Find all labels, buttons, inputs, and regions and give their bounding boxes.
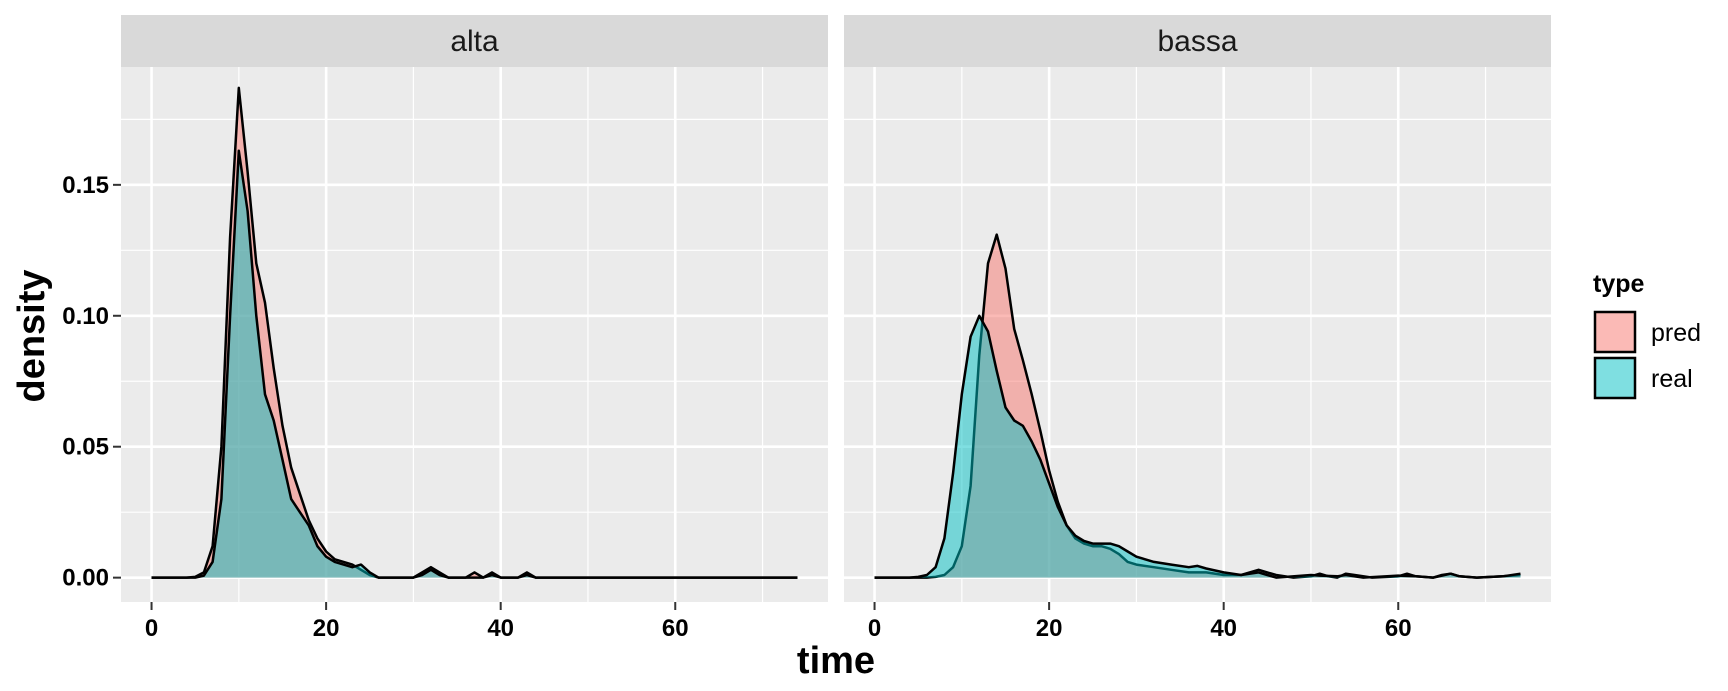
x-axis-alta: 0 20 40 60 — [145, 602, 689, 642]
legend: type pred real — [1593, 270, 1701, 400]
strip-label-bassa: bassa — [1157, 25, 1237, 58]
y-axis: 0.00 0.05 0.10 0.15 — [62, 172, 121, 592]
density-line-real — [151, 149, 798, 579]
legend-key-pred — [1593, 310, 1637, 354]
x-tick-label: 20 — [1036, 615, 1063, 642]
y-tick-label: 0.15 — [62, 172, 109, 199]
x-tick-label: 20 — [313, 615, 340, 642]
legend-label-real: real — [1651, 365, 1693, 393]
density-line-real — [874, 314, 1521, 579]
x-axis-title: time — [797, 640, 875, 682]
x-tick-label: 60 — [662, 615, 689, 642]
x-tick-label: 40 — [1210, 615, 1237, 642]
y-tick-label: 0.05 — [62, 434, 109, 461]
y-tick-label: 0.00 — [62, 565, 109, 592]
legend-items: pred real — [1593, 310, 1701, 400]
density-areas-alta — [151, 86, 798, 579]
legend-label-pred: pred — [1651, 319, 1701, 347]
panel-alta: alta 0 20 40 60 — [121, 15, 828, 642]
y-tick-label: 0.10 — [62, 303, 109, 330]
x-tick-label: 60 — [1385, 615, 1412, 642]
density-areas-bassa — [874, 233, 1521, 579]
density-area-real — [874, 315, 1521, 578]
x-tick-label: 40 — [487, 615, 514, 642]
x-tick-label: 0 — [868, 615, 881, 642]
x-axis-bassa: 0 20 40 60 — [868, 602, 1412, 642]
legend-key-real — [1593, 356, 1637, 400]
legend-title: type — [1593, 270, 1645, 298]
strip-background-alta — [121, 15, 828, 67]
strip-background-bassa — [844, 15, 1551, 67]
x-tick-label: 0 — [145, 615, 158, 642]
strip-label-alta: alta — [450, 25, 499, 58]
panel-bassa: bassa 0 20 40 60 — [844, 15, 1551, 642]
y-axis-title: density — [11, 269, 53, 402]
